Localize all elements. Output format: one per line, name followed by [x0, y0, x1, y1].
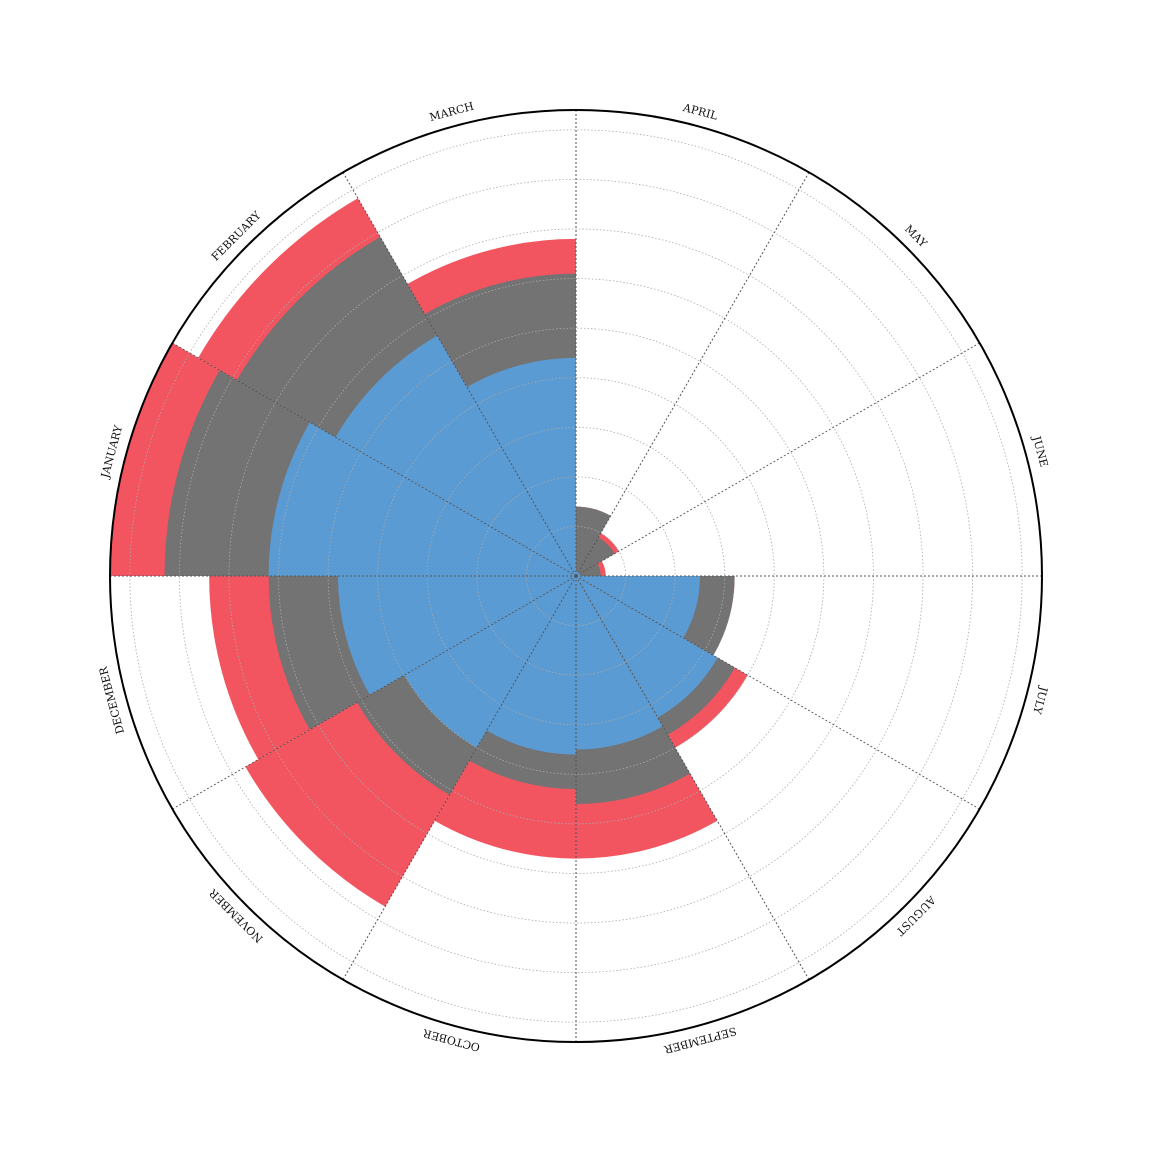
- wedge-series-2-june: [576, 563, 601, 576]
- grid-circle: [476, 476, 676, 676]
- wedge-series-3-november: [404, 576, 576, 748]
- wedge-series-3-august: [576, 576, 718, 718]
- wedge-series-3-february: [335, 335, 576, 576]
- wedge-series-3-july: [576, 576, 700, 638]
- spoke-line: [575, 575, 980, 810]
- spoke-layer: [110, 110, 1042, 1042]
- wedge-series-3-september: [576, 576, 663, 750]
- wedge-series-2-may: [576, 537, 615, 576]
- grid-circle: [228, 228, 924, 924]
- spoke-line: [575, 575, 810, 980]
- spoke-line: [172, 342, 577, 577]
- grid-circle: [129, 129, 1023, 1023]
- spoke-line: [575, 342, 980, 577]
- wedge-series-3-march: [466, 357, 576, 576]
- wedge-series-3-december: [338, 576, 576, 695]
- wedge-layer: [110, 198, 748, 907]
- wedge-series-2-april: [576, 506, 611, 576]
- spoke-line: [342, 172, 577, 577]
- wedge-series-3-january: [268, 422, 576, 576]
- spoke-line: [342, 575, 577, 980]
- outer-frame-circle: [109, 109, 1043, 1043]
- grid-circle: [327, 327, 825, 825]
- spoke-line: [172, 575, 577, 810]
- wedge-series-3-october: [486, 576, 576, 755]
- spoke-line: [575, 172, 810, 577]
